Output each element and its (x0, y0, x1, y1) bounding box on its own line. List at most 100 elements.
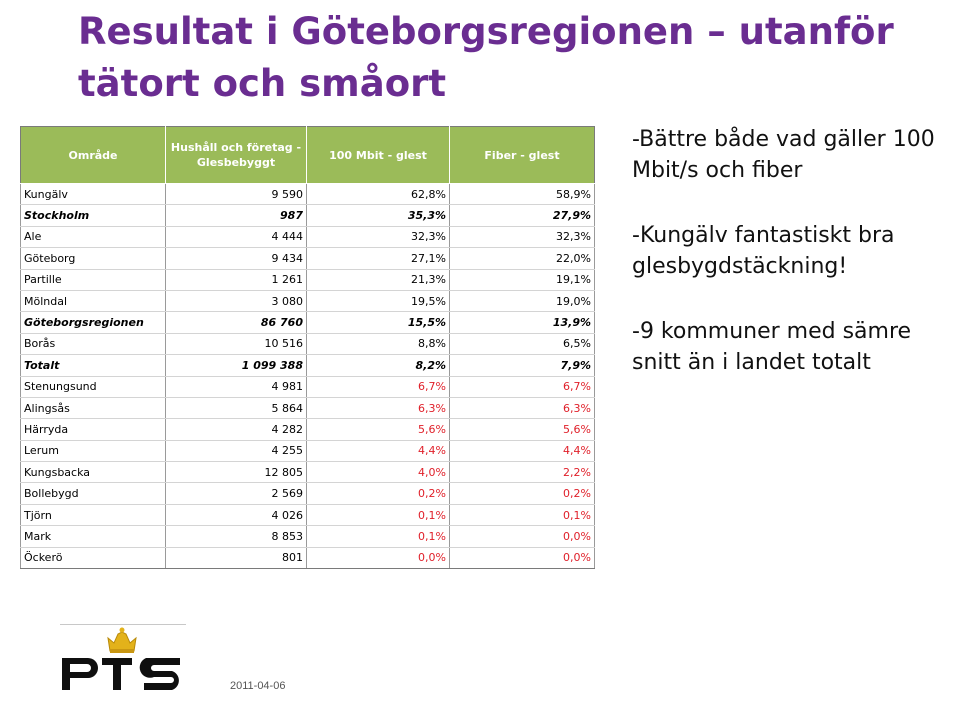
bullet-item: -Bättre både vad gäller 100 Mbit/s och f… (632, 127, 935, 183)
cell-fiber-share: 4,4% (449, 439, 595, 463)
table-row: Partille 1 261 21,3% 19,1% (20, 268, 595, 291)
pts-logo (60, 624, 186, 694)
cell-household-count: 9 590 (165, 182, 307, 206)
cell-household-count: 4 282 (165, 418, 307, 441)
slide-title: Resultat i Göteborgsregionen – utanför t… (78, 10, 894, 105)
cell-area-name: Göteborg (20, 247, 166, 270)
cell-100mbit-share: 4,0% (306, 461, 450, 484)
cell-household-count: 5 864 (165, 396, 307, 420)
column-header-fiber: Fiber - glest (449, 126, 595, 184)
cell-area-name: Kungsbacka (20, 461, 166, 484)
cell-fiber-share: 2,2% (449, 461, 595, 484)
table-row: Ale 4 444 32,3% 32,3% (20, 225, 595, 249)
cell-100mbit-share: 4,4% (306, 439, 450, 463)
cell-area-name: Partille (20, 268, 166, 291)
cell-area-name: Göteborgsregionen (20, 311, 166, 334)
cell-area-name: Stenungsund (20, 375, 166, 398)
cell-household-count: 4 255 (165, 439, 307, 463)
table-row: Stenungsund 4 981 6,7% 6,7% (20, 375, 595, 398)
table-row: Lerum 4 255 4,4% 4,4% (20, 439, 595, 463)
cell-100mbit-share: 6,3% (306, 396, 450, 420)
cell-100mbit-share: 35,3% (306, 204, 450, 227)
table-header-row: Område Hushåll och företag - Glesbebyggt… (20, 126, 595, 184)
cell-household-count: 4 026 (165, 503, 307, 527)
table-row: Bollebygd 2 569 0,2% 0,2% (20, 482, 595, 505)
cell-fiber-share: 6,7% (449, 375, 595, 398)
cell-household-count: 12 805 (165, 461, 307, 484)
cell-fiber-share: 5,6% (449, 418, 595, 441)
table-row: Tjörn 4 026 0,1% 0,1% (20, 503, 595, 527)
cell-fiber-share: 0,2% (449, 482, 595, 505)
cell-area-name: Alingsås (20, 396, 166, 420)
cell-fiber-share: 0,0% (449, 546, 595, 570)
cell-fiber-share: 32,3% (449, 225, 595, 249)
cell-100mbit-share: 6,7% (306, 375, 450, 398)
table-row: Mölndal 3 080 19,5% 19,0% (20, 289, 595, 313)
column-header-100mbit: 100 Mbit - glest (306, 126, 450, 184)
cell-fiber-share: 22,0% (449, 247, 595, 270)
cell-area-name: Lerum (20, 439, 166, 463)
cell-100mbit-share: 0,0% (306, 546, 450, 570)
cell-household-count: 4 981 (165, 375, 307, 398)
logo-text-pts (62, 658, 180, 690)
cell-fiber-share: 19,1% (449, 268, 595, 291)
cell-fiber-share: 6,5% (449, 332, 595, 356)
logo-divider (60, 624, 186, 625)
cell-fiber-share: 0,1% (449, 503, 595, 527)
slide-date: 2011-04-06 (230, 680, 286, 692)
cell-100mbit-share: 8,2% (306, 354, 450, 377)
pts-logo-graphic (62, 627, 180, 690)
cell-household-count: 8 853 (165, 525, 307, 548)
cell-area-name: Totalt (20, 354, 166, 377)
cell-area-name: Borås (20, 332, 166, 356)
cell-100mbit-share: 0,1% (306, 503, 450, 527)
table-row: Kungälv 9 590 62,8% 58,9% (20, 182, 595, 206)
cell-area-name: Stockholm (20, 204, 166, 227)
cell-area-name: Ale (20, 225, 166, 249)
cell-100mbit-share: 5,6% (306, 418, 450, 441)
table-row: Öckerö 801 0,0% 0,0% (20, 546, 595, 570)
cell-household-count: 86 760 (165, 311, 307, 334)
cell-household-count: 1 261 (165, 268, 307, 291)
table-row: Stockholm 987 35,3% 27,9% (20, 204, 595, 227)
cell-household-count: 3 080 (165, 289, 307, 313)
column-header-households: Hushåll och företag - Glesbebyggt (165, 126, 307, 184)
cell-area-name: Tjörn (20, 503, 166, 527)
cell-100mbit-share: 8,8% (306, 332, 450, 356)
cell-household-count: 801 (165, 546, 307, 570)
cell-household-count: 4 444 (165, 225, 307, 249)
cell-area-name: Bollebygd (20, 482, 166, 505)
cell-100mbit-share: 32,3% (306, 225, 450, 249)
cell-household-count: 9 434 (165, 247, 307, 270)
bullet-list: -Bättre både vad gäller 100 Mbit/s och f… (632, 124, 954, 412)
cell-100mbit-share: 0,1% (306, 525, 450, 548)
cell-100mbit-share: 0,2% (306, 482, 450, 505)
table-row: Alingsås 5 864 6,3% 6,3% (20, 396, 595, 420)
cell-fiber-share: 13,9% (449, 311, 595, 334)
table-row: Totalt 1 099 388 8,2% 7,9% (20, 354, 595, 377)
table-row: Kungsbacka 12 805 4,0% 2,2% (20, 461, 595, 484)
cell-fiber-share: 58,9% (449, 182, 595, 206)
column-header-area: Område (20, 126, 166, 184)
bullet-item: -9 kommuner med sämre snitt än i landet … (632, 319, 912, 375)
cell-household-count: 987 (165, 204, 307, 227)
coverage-table: Område Hushåll och företag - Glesbebyggt… (20, 126, 595, 570)
bullet-item: -Kungälv fantastiskt bra glesbygdstäckni… (632, 223, 895, 279)
table-row: Borås 10 516 8,8% 6,5% (20, 332, 595, 356)
table-row: Göteborg 9 434 27,1% 22,0% (20, 247, 595, 270)
cell-fiber-share: 6,3% (449, 396, 595, 420)
cell-100mbit-share: 15,5% (306, 311, 450, 334)
cell-100mbit-share: 19,5% (306, 289, 450, 313)
cell-fiber-share: 19,0% (449, 289, 595, 313)
table-row: Mark 8 853 0,1% 0,0% (20, 525, 595, 548)
cell-fiber-share: 0,0% (449, 525, 595, 548)
cell-household-count: 10 516 (165, 332, 307, 356)
cell-100mbit-share: 62,8% (306, 182, 450, 206)
cell-area-name: Mark (20, 525, 166, 548)
cell-household-count: 2 569 (165, 482, 307, 505)
cell-fiber-share: 27,9% (449, 204, 595, 227)
cell-area-name: Mölndal (20, 289, 166, 313)
table-body: Kungälv 9 590 62,8% 58,9% Stockholm 987 35,3% 2… (20, 182, 595, 570)
crown-icon (107, 627, 137, 653)
cell-area-name: Kungälv (20, 182, 166, 206)
